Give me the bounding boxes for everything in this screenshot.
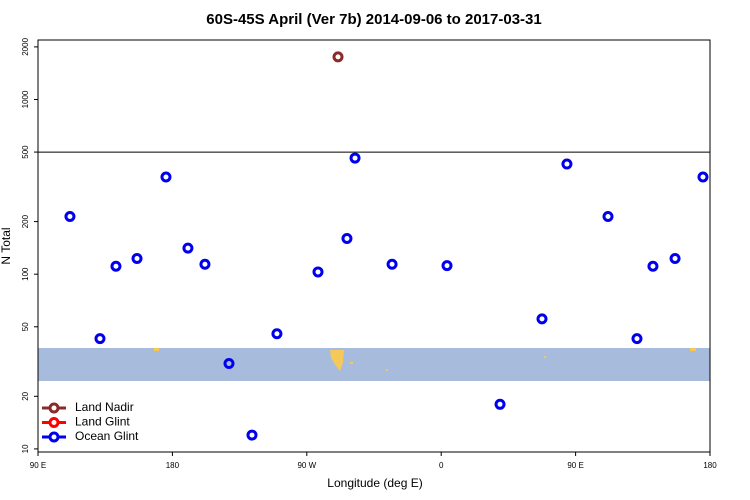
y-tick-label: 50 <box>21 322 30 331</box>
point <box>271 328 283 340</box>
legend-label: Land Nadir <box>75 400 134 414</box>
y-tick-label: 200 <box>21 214 30 228</box>
point <box>223 358 235 370</box>
x-tick-label: 180 <box>703 461 717 470</box>
chart-title: 60S-45S April (Ver 7b) 2014-09-06 to 201… <box>206 11 541 28</box>
legend-label: Land Glint <box>75 415 130 429</box>
point <box>182 242 194 254</box>
land-shapes <box>154 348 696 371</box>
point <box>441 260 453 272</box>
point <box>199 258 211 270</box>
y-tick-label: 500 <box>21 145 30 159</box>
plot-frame <box>37 39 711 453</box>
point <box>110 260 122 272</box>
point <box>332 51 344 63</box>
x-tick-label: 90 E <box>30 461 46 470</box>
legend-marker <box>48 431 60 443</box>
y-tick-label: 10 <box>21 444 30 453</box>
x-tick-label: 90 W <box>297 461 316 470</box>
point <box>64 210 76 222</box>
point <box>494 398 506 410</box>
y-tick-label: 2000 <box>21 37 30 55</box>
legend-label: Ocean Glint <box>75 429 139 443</box>
point <box>246 429 258 441</box>
point <box>312 266 324 278</box>
map-strip <box>38 348 710 381</box>
y-tick-label: 1000 <box>21 90 30 108</box>
point <box>536 313 548 325</box>
point <box>160 171 172 183</box>
x-tick-label: 0 <box>439 461 444 470</box>
legend-marker <box>48 417 60 428</box>
x-axis-label: Longitude (deg E) <box>327 476 422 490</box>
y-tick-label: 100 <box>21 267 30 281</box>
point <box>131 252 143 264</box>
point <box>386 258 398 270</box>
point <box>561 158 573 170</box>
x-tick-label: 180 <box>166 461 180 470</box>
legend-marker <box>48 402 60 414</box>
point <box>341 233 353 245</box>
point <box>697 171 709 183</box>
point <box>349 152 361 164</box>
x-tick-label: 90 E <box>567 461 583 470</box>
point <box>94 333 106 345</box>
y-axis-label: N Total <box>0 227 13 264</box>
point <box>602 210 614 222</box>
y-tick-label: 20 <box>21 391 30 400</box>
point <box>631 333 643 345</box>
point <box>669 252 681 264</box>
point <box>647 260 659 272</box>
